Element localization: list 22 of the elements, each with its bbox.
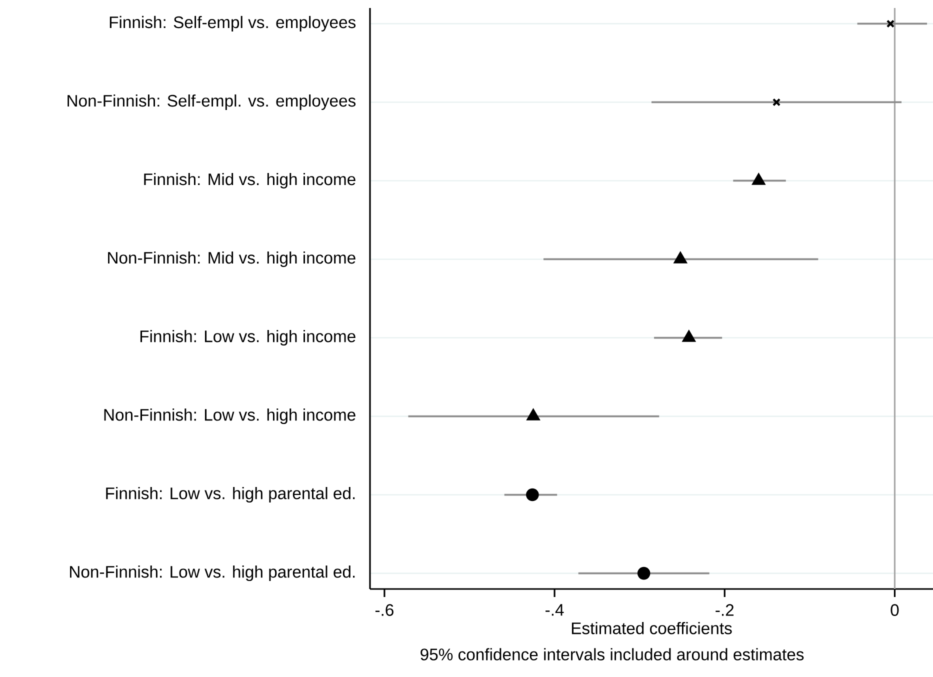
y-tick-label: Non-Finnish: Low vs. high income — [104, 408, 356, 424]
x-tick-label: -.4 — [546, 604, 564, 616]
point — [637, 566, 650, 580]
y-tick-label: Non-Finnish: Self-empl. vs. employees — [68, 94, 356, 110]
y-tick-label: Non-Finnish: Mid vs. high income — [108, 251, 356, 268]
x-axis-title: Estimated coefficients — [572, 622, 732, 634]
x-tick-label: 0 — [890, 604, 899, 616]
point — [772, 98, 781, 106]
point — [682, 330, 696, 342]
y-tick-label: Finnish: Mid vs. high income — [144, 172, 356, 188]
x-tick-label: -.6 — [375, 604, 394, 616]
point — [674, 252, 687, 264]
point — [752, 174, 766, 185]
text: 95% confidence intervals included around estimates — [420, 648, 804, 660]
y-tick-label: Finnish: Self-empl vs. employees — [110, 16, 356, 32]
point — [886, 20, 895, 28]
point — [526, 488, 539, 502]
y-tick-label: Finnish: Low vs. high income — [140, 330, 356, 346]
x-tick-label: -.2 — [716, 604, 734, 616]
point — [526, 409, 540, 420]
y-tick-label: Non-Finnish: Low vs. high parental ed. — [70, 566, 355, 582]
y-tick-label: Finnish: Low vs. high parental ed. — [106, 487, 355, 503]
